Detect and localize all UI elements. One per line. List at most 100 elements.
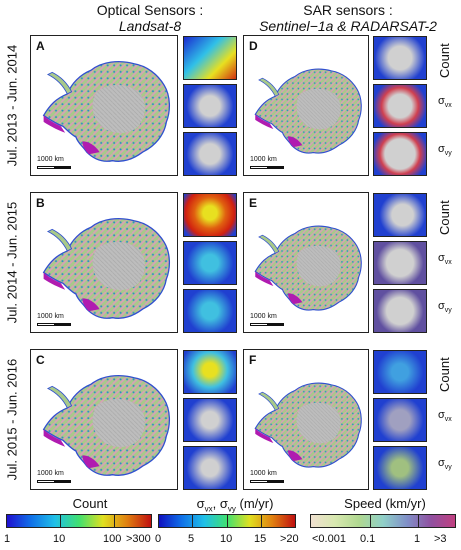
scale-bar: 1000 km bbox=[250, 313, 286, 327]
inset-sigma-vx-f bbox=[373, 398, 427, 442]
sigma-subscript: vy bbox=[444, 150, 452, 158]
inset-count-f bbox=[373, 350, 427, 394]
count-tick: 10 bbox=[53, 533, 66, 545]
panel-letter: F bbox=[249, 353, 257, 367]
speed-colorbar-title: Speed (km/yr) bbox=[344, 496, 426, 511]
inset-sigma-vx-e bbox=[373, 241, 427, 285]
speed-tick: <0.001 bbox=[312, 533, 346, 545]
map-panel-c: C 1000 km bbox=[30, 349, 178, 490]
inset-sigma-vy-b bbox=[183, 289, 237, 333]
map-panel-a: A 1000 km bbox=[30, 35, 178, 176]
speed-tick: >3 bbox=[434, 533, 447, 545]
scale-bar-label: 1000 km bbox=[250, 156, 277, 163]
map-panel-f: F 1000 km bbox=[243, 349, 369, 490]
panel-letter: D bbox=[249, 39, 258, 53]
speed-tickmark bbox=[370, 514, 371, 528]
inset-count-b bbox=[183, 193, 237, 237]
sigma-tick: 0 bbox=[155, 533, 162, 545]
sigma-colorbar-title: σvx, σvy (m/yr) bbox=[160, 496, 310, 514]
scale-bar-graphic bbox=[37, 323, 71, 326]
scale-bar: 1000 km bbox=[37, 313, 73, 327]
scale-bar-graphic bbox=[37, 166, 71, 169]
panel-letter: A bbox=[36, 39, 45, 53]
inset-sigma-vx-c bbox=[183, 398, 237, 442]
map-panel-b: B 1000 km bbox=[30, 192, 178, 333]
panel-letter: C bbox=[36, 353, 45, 367]
inset-sigma-vy-c bbox=[183, 446, 237, 490]
sigma-tickmark bbox=[227, 514, 228, 528]
count-label: Count bbox=[437, 43, 452, 78]
antarctica-map bbox=[248, 207, 366, 325]
sigma-separator: , bbox=[212, 496, 220, 511]
sigma-symbol: σ bbox=[196, 496, 205, 511]
map-panel-e: E 1000 km bbox=[243, 192, 369, 333]
sigma-tick: 10 bbox=[220, 533, 233, 545]
scale-bar-label: 1000 km bbox=[37, 470, 64, 477]
count-tickmark bbox=[114, 514, 115, 528]
count-colorbar-title: Count bbox=[72, 496, 108, 511]
scale-bar-label: 1000 km bbox=[37, 156, 64, 163]
antarctica-map bbox=[35, 364, 175, 482]
sigma-subscript: vy bbox=[444, 307, 452, 315]
inset-count-d bbox=[373, 36, 427, 80]
optical-title: Optical Sensors : bbox=[96, 2, 204, 18]
inset-sigma-vx-a bbox=[183, 84, 237, 128]
scale-bar-label: 1000 km bbox=[37, 313, 64, 320]
speed-tick: 1 bbox=[414, 533, 421, 545]
scale-bar-label: 1000 km bbox=[250, 313, 277, 320]
scale-bar-graphic bbox=[250, 323, 284, 326]
sigma-subscript: vy bbox=[227, 504, 236, 514]
sigma-vy-label: σvy bbox=[438, 143, 452, 157]
sigma-tick: >20 bbox=[280, 533, 299, 545]
speed-colorbar bbox=[310, 514, 456, 528]
inset-count-a bbox=[183, 36, 237, 80]
sigma-symbol: σ bbox=[438, 143, 445, 155]
inset-count-c bbox=[183, 350, 237, 394]
panel-letter: E bbox=[249, 196, 258, 210]
row-label-1: Jul. 2013 - Jun. 2014 bbox=[4, 44, 20, 167]
scale-bar-graphic bbox=[250, 480, 284, 483]
scale-bar-graphic bbox=[250, 166, 284, 169]
scale-bar-label: 1000 km bbox=[250, 470, 277, 477]
sigma-subscript: vx bbox=[444, 416, 452, 424]
sigma-vx-label: σvx bbox=[438, 95, 452, 109]
inset-sigma-vy-e bbox=[373, 289, 427, 333]
inset-sigma-vy-d bbox=[373, 132, 427, 176]
sigma-symbol: σ bbox=[438, 409, 445, 421]
scale-bar: 1000 km bbox=[250, 470, 286, 484]
inset-sigma-vy-a bbox=[183, 132, 237, 176]
scale-bar: 1000 km bbox=[37, 470, 73, 484]
antarctica-map bbox=[35, 50, 175, 168]
row-label-2: Jul. 2014 - Jun. 2015 bbox=[4, 201, 20, 324]
sigma-vy-label: σvy bbox=[438, 457, 452, 471]
sigma-symbol: σ bbox=[438, 252, 445, 264]
inset-count-e bbox=[373, 193, 427, 237]
scale-bar-graphic bbox=[37, 480, 71, 483]
count-colorbar bbox=[6, 514, 152, 528]
panel-letter: B bbox=[36, 196, 45, 210]
sigma-unit: (m/yr) bbox=[235, 496, 274, 511]
sigma-symbol: σ bbox=[438, 457, 445, 469]
sigma-tick: 15 bbox=[254, 533, 267, 545]
optical-subtitle: Landsat-8 bbox=[118, 18, 182, 34]
sigma-symbol: σ bbox=[438, 300, 445, 312]
count-tick: 100 bbox=[103, 533, 122, 545]
optical-header: Optical Sensors : Landsat-8 bbox=[60, 2, 240, 34]
antarctica-map bbox=[248, 364, 366, 482]
sigma-subscript: vy bbox=[444, 464, 452, 472]
sigma-symbol: σ bbox=[438, 95, 445, 107]
sigma-tickmark bbox=[261, 514, 262, 528]
sigma-tickmark bbox=[192, 514, 193, 528]
speed-tickmark bbox=[418, 514, 419, 528]
sigma-vx-label: σvx bbox=[438, 409, 452, 423]
sigma-vy-label: σvy bbox=[438, 300, 452, 314]
sigma-subscript: vx bbox=[444, 102, 452, 110]
sar-header: SAR sensors : Sentinel−1a & RADARSAT-2 bbox=[248, 2, 448, 34]
sigma-subscript: vx bbox=[204, 504, 213, 514]
speed-tick: 0.1 bbox=[360, 533, 376, 545]
count-tickmark bbox=[60, 514, 61, 528]
sigma-subscript: vx bbox=[444, 259, 452, 267]
antarctica-map bbox=[248, 50, 366, 168]
sar-subtitle: Sentinel−1a & RADARSAT-2 bbox=[259, 18, 437, 34]
inset-sigma-vy-f bbox=[373, 446, 427, 490]
